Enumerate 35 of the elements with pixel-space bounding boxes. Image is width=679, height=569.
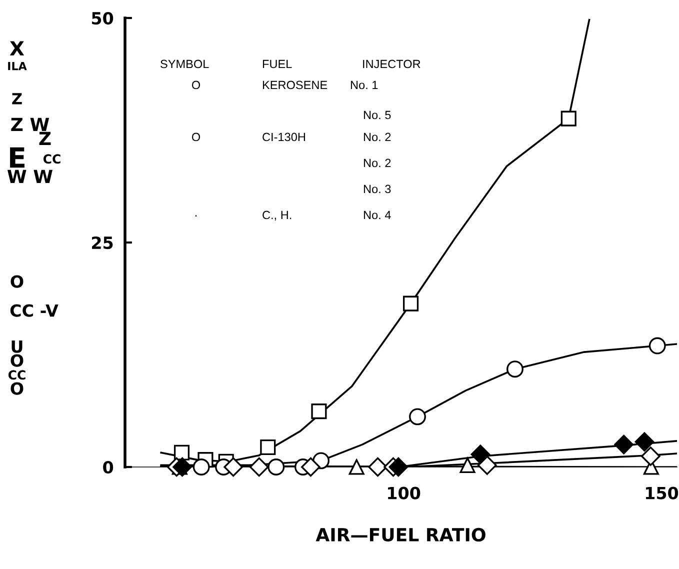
text: Z (12, 93, 22, 104)
text: ILA (8, 62, 27, 70)
text: Z W (11, 118, 50, 131)
text: W W (7, 170, 52, 183)
annotation: INJECTOR (363, 60, 420, 68)
annotation: No. 3 (364, 184, 391, 194)
annotation: No. 2 (364, 158, 391, 168)
text: X (10, 41, 24, 56)
annotation: O (192, 80, 200, 90)
annotation: No. 2 (364, 132, 391, 142)
annotation: C., H. (262, 210, 292, 221)
text: E (10, 147, 24, 168)
text: CC (8, 370, 26, 380)
text: CC -V (10, 304, 58, 317)
annotation: O (192, 132, 200, 142)
annotation: No. 1 (350, 80, 378, 90)
annotation: No. 4 (364, 210, 391, 220)
y-tick-label: 50 (92, 12, 114, 25)
text: O (10, 382, 24, 395)
annotation: FUEL (262, 60, 292, 68)
y-tick-label: 25 (92, 236, 113, 250)
text: O (10, 354, 24, 367)
text: O (10, 275, 24, 288)
text: U (12, 340, 22, 353)
annotation: No. 5 (364, 110, 391, 120)
annotation: SYMBOL (160, 60, 209, 68)
y-tick-label: 0 (103, 460, 114, 474)
text: Z (39, 132, 51, 145)
x-tick-label: 150 (646, 486, 678, 500)
annotation: · (195, 215, 197, 216)
x-tick-label: 100 (388, 486, 420, 500)
annotation: CI-130H (262, 132, 305, 142)
text: CC (43, 154, 60, 164)
annotation: KEROSENE (262, 80, 328, 90)
x-axis-title: AIR—FUEL RATIO (316, 528, 486, 542)
